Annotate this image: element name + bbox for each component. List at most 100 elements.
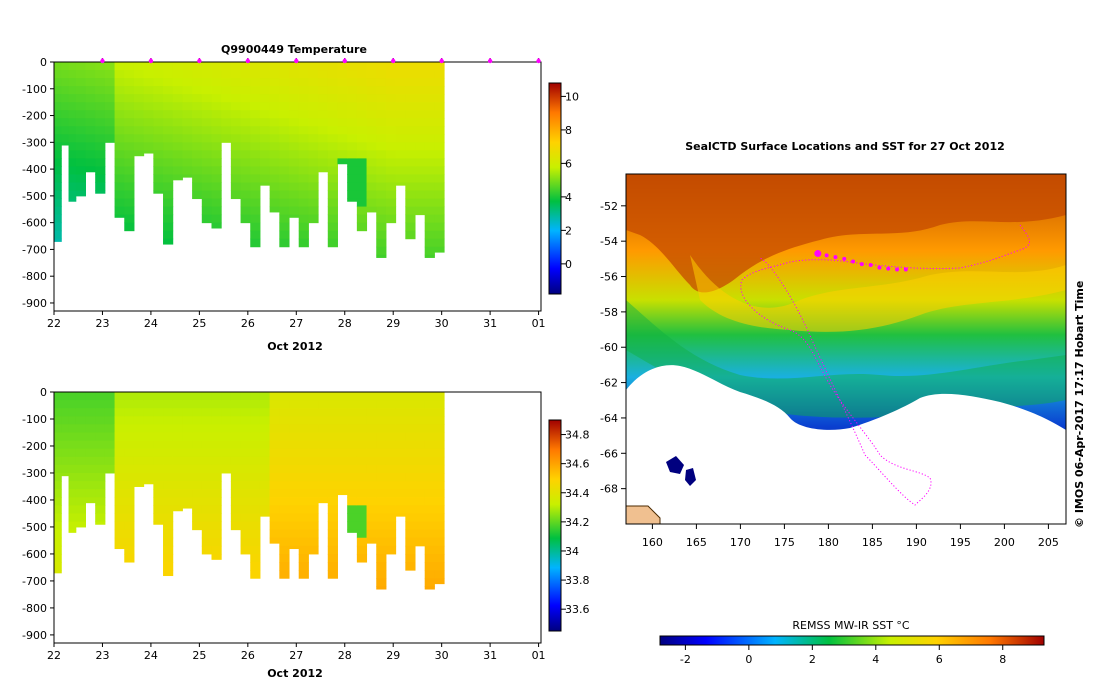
section-cell: [182, 102, 193, 111]
section-cell: [104, 408, 116, 417]
section-cell: [289, 158, 300, 167]
section-cell: [75, 118, 86, 127]
x-tick-label: 22: [47, 317, 61, 330]
section-cell: [163, 94, 174, 103]
section-cell: [240, 78, 251, 87]
section-cell: [54, 94, 62, 103]
section-cell: [240, 150, 251, 159]
section-cell: [240, 392, 251, 401]
section-cell: [143, 481, 154, 485]
section-cell: [269, 400, 280, 409]
section-cell: [201, 166, 212, 175]
section-cell: [182, 94, 193, 103]
section-cell: [405, 464, 416, 474]
section-cell: [395, 400, 406, 409]
section-cell: [279, 190, 290, 200]
section-cell: [289, 497, 300, 506]
section-cell: [405, 166, 416, 175]
y-tick-label: -800: [22, 270, 47, 283]
section-cell: [318, 497, 329, 504]
section-cell: [259, 94, 271, 103]
section-cell: [327, 424, 338, 433]
section-cell: [68, 464, 77, 474]
section-cell: [114, 481, 125, 490]
section-cell: [61, 94, 70, 103]
map-y-tick-label: -68: [600, 483, 618, 496]
y-tick-label: -300: [22, 467, 47, 480]
section-cell: [366, 174, 377, 183]
section-cell: [211, 440, 222, 450]
section-cell: [240, 126, 251, 135]
section-cell: [318, 94, 329, 103]
section-cell: [298, 230, 309, 240]
section-cell: [250, 464, 261, 474]
section-cell: [434, 118, 445, 127]
section-cell: [201, 126, 212, 135]
section-cell: [61, 472, 70, 477]
section-cell: [366, 472, 377, 482]
section-cell: [163, 424, 174, 433]
section-cell: [434, 578, 445, 585]
section-cell: [61, 134, 70, 143]
section-cell: [269, 529, 280, 539]
section-cell: [318, 150, 329, 159]
section-cell: [250, 521, 261, 531]
section-cell: [269, 166, 280, 175]
section-cell: [240, 440, 251, 450]
section-cell: [95, 513, 106, 523]
section-cell: [308, 456, 319, 466]
section-cell: [240, 158, 251, 167]
section-cell: [318, 392, 329, 401]
section-cell: [424, 126, 435, 135]
section-cell: [366, 142, 377, 151]
sst-colorbar-tick-label: 4: [872, 653, 879, 666]
section-cell: [308, 166, 319, 175]
section-cell: [356, 134, 368, 143]
section-cell: [124, 456, 135, 466]
x-tick-label: 24: [144, 649, 158, 662]
temperature-panel: Q9900449 Temperature 22 23 24 25 26 27 28 29 30 3…: [22, 43, 579, 353]
map-y-tick-label: -52: [600, 200, 618, 213]
section-cell: [376, 174, 387, 183]
section-cell: [182, 78, 193, 87]
section-cell: [424, 198, 435, 208]
section-cell: [318, 400, 329, 409]
section-cell: [395, 182, 406, 186]
section-cell: [172, 456, 183, 466]
salinity-panel: 22 23 24 25 26 27 28 29 30 31 010-100-200-300-400-…: [22, 386, 589, 680]
section-cell: [269, 497, 280, 506]
section-cell: [337, 400, 348, 409]
section-cell: [211, 392, 222, 401]
section-cell: [434, 222, 445, 232]
section-cell: [298, 392, 309, 401]
section-cell: [298, 537, 309, 547]
section-cell: [337, 150, 348, 159]
section-cell: [376, 440, 387, 450]
section-cell: [424, 456, 435, 466]
frontal-band: [690, 255, 1066, 332]
section-cell: [308, 86, 319, 95]
section-cell: [395, 497, 406, 506]
section-cell: [124, 126, 135, 135]
section-cell: [240, 182, 251, 192]
section-cell: [54, 166, 62, 175]
section-cell: [259, 489, 271, 498]
section-cell: [250, 553, 261, 563]
section-cell: [337, 126, 348, 135]
section-cell: [327, 230, 338, 240]
section-cell: [424, 472, 435, 482]
section-cell: [356, 86, 368, 95]
section-cell: [376, 78, 387, 87]
section-cell: [308, 513, 319, 523]
section-cell: [318, 70, 329, 79]
section-cell: [376, 513, 387, 523]
section-cell: [172, 432, 183, 442]
section-cell: [385, 150, 397, 159]
section-cell: [415, 440, 426, 450]
section-cell: [114, 70, 125, 79]
section-cell: [327, 497, 338, 506]
section-cell: [192, 158, 203, 167]
section-cell: [85, 400, 96, 409]
section-cell: [114, 456, 125, 466]
section-cell: [298, 562, 309, 571]
